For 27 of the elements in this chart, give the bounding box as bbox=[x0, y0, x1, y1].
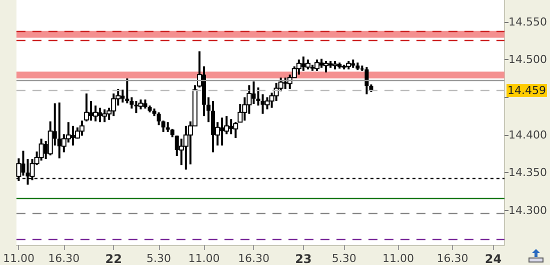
candlestick bbox=[38, 138, 44, 162]
x-tick-label: 11.00 bbox=[382, 252, 414, 265]
candlestick bbox=[296, 58, 302, 76]
candlestick bbox=[314, 58, 320, 72]
y-tick-label: 14.550 bbox=[508, 15, 548, 28]
candlestick bbox=[93, 104, 98, 122]
x-tick-label: 16.30 bbox=[238, 252, 270, 265]
candlestick bbox=[84, 92, 89, 122]
y-tick-label: 14.350 bbox=[508, 166, 548, 180]
x-tick-label: 16.30 bbox=[436, 252, 468, 265]
x-tick-label: 11.00 bbox=[2, 252, 34, 265]
x-tick-label: 23 bbox=[295, 252, 312, 265]
candlestick bbox=[79, 120, 84, 137]
y-tick-label: 14.400 bbox=[508, 128, 548, 142]
candlestick bbox=[324, 60, 329, 74]
candlestick bbox=[305, 58, 310, 70]
x-tick-label: 22 bbox=[105, 252, 122, 265]
x-tick-label: 5.30 bbox=[332, 252, 356, 265]
x-tick-label: 24 bbox=[484, 252, 502, 265]
x-tick-label: 16.30 bbox=[48, 252, 80, 265]
ref-line-label: 14.459 bbox=[508, 84, 546, 97]
x-tick-label: 5.30 bbox=[146, 252, 172, 265]
y-tick-label: 14.300 bbox=[508, 204, 548, 217]
x-tick-label: 11.00 bbox=[188, 252, 220, 265]
candlestick bbox=[138, 98, 144, 110]
candlestick bbox=[102, 108, 108, 124]
y-tick-label: 14.500 bbox=[508, 53, 548, 66]
